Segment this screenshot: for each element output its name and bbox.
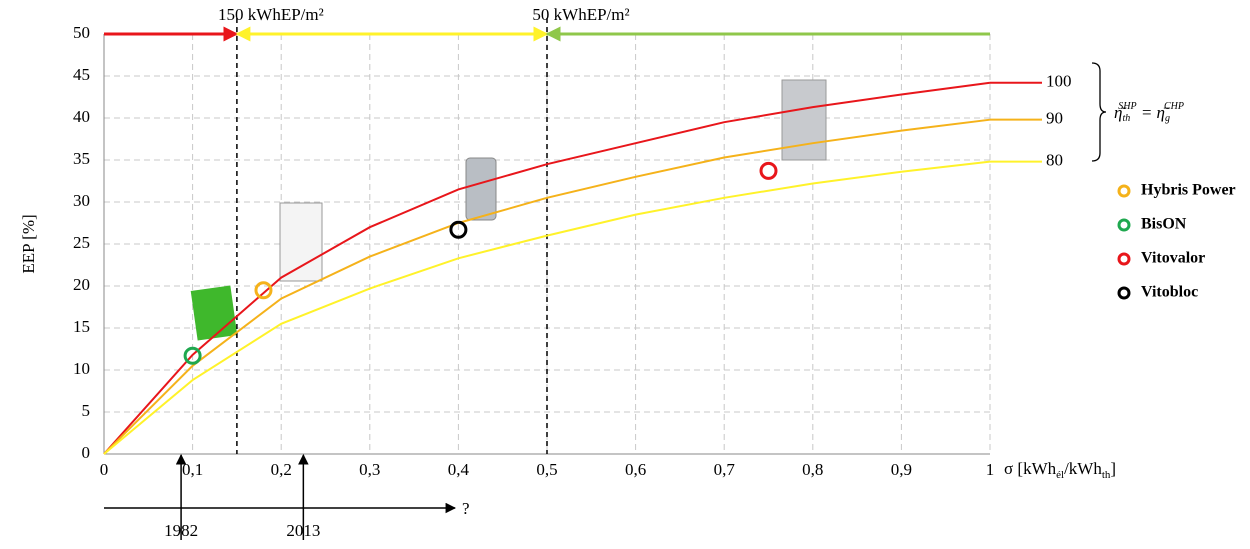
x-axis-label: σ [kWhél/kWhth]	[1004, 459, 1116, 481]
x-label-part: σ [kWh	[1004, 459, 1057, 478]
threshold-label: 50 kWhEP/m²	[532, 5, 629, 24]
y-tick-label: 40	[73, 107, 90, 126]
y-tick-label: 35	[73, 149, 90, 168]
x-tick-label: 1	[986, 460, 995, 479]
y-tick-label: 25	[73, 233, 90, 252]
x-tick-label: 0,6	[625, 460, 646, 479]
bracket-label: η̄thSHP = η̄gCHP	[1114, 101, 1184, 124]
x-tick-label: 0,7	[714, 460, 736, 479]
data-point	[254, 281, 273, 300]
legend-marker	[1117, 252, 1131, 266]
legend-marker	[1117, 184, 1131, 198]
data-point	[183, 346, 202, 365]
formula-part: g	[1165, 113, 1170, 124]
x-tick-label: 0,4	[448, 460, 470, 479]
x-tick-label: 0,1	[182, 460, 203, 479]
x-tick-label: 0,5	[536, 460, 557, 479]
legend-label: BisON	[1141, 216, 1187, 233]
curve	[103, 118, 991, 455]
formula-part: =	[1137, 103, 1157, 122]
data-point	[449, 220, 468, 239]
legend-label: Hybris Power	[1141, 182, 1236, 199]
formula-part: SHP	[1118, 101, 1136, 112]
threshold-label: 150 kWhEP/m²	[218, 5, 324, 24]
y-tick-label: 50	[73, 23, 90, 42]
y-tick-label: 10	[73, 359, 90, 378]
y-tick-label: 20	[73, 275, 90, 294]
data-point	[759, 161, 778, 180]
timeline-event-label: 2013	[286, 521, 320, 540]
x-tick-label: 0,8	[802, 460, 823, 479]
timeline-end-label: ?	[462, 499, 470, 518]
curve	[103, 160, 991, 455]
formula-part: th	[1122, 113, 1130, 124]
y-axis-label: EEP [%]	[19, 214, 38, 273]
x-label-part: él	[1056, 469, 1064, 481]
x-tick-label: 0,3	[359, 460, 380, 479]
y-tick-label: 15	[73, 317, 90, 336]
y-tick-label: 30	[73, 191, 90, 210]
legend-label: Vitobloc	[1141, 284, 1198, 301]
y-tick-label: 45	[73, 65, 90, 84]
curve	[103, 81, 991, 455]
x-tick-label: 0,9	[891, 460, 912, 479]
legend-marker	[1117, 218, 1131, 232]
x-tick-label: 0	[100, 460, 109, 479]
curve-label: 100	[1046, 72, 1072, 91]
bracket	[1091, 62, 1107, 162]
legend-label: Vitovalor	[1141, 250, 1205, 267]
curve-label: 80	[1046, 151, 1063, 170]
x-label-part: /kWh	[1064, 459, 1102, 478]
legend-marker	[1117, 286, 1131, 300]
product-icons	[190, 79, 827, 341]
formula-part: CHP	[1164, 101, 1184, 112]
curve-label: 90	[1046, 109, 1063, 128]
x-label-part: th	[1102, 469, 1111, 481]
y-tick-label: 5	[82, 401, 91, 420]
x-tick-label: 0,2	[271, 460, 292, 479]
y-tick-label: 0	[82, 443, 91, 462]
timeline-event-label: 1982	[164, 521, 198, 540]
x-label-part: ]	[1110, 459, 1116, 478]
